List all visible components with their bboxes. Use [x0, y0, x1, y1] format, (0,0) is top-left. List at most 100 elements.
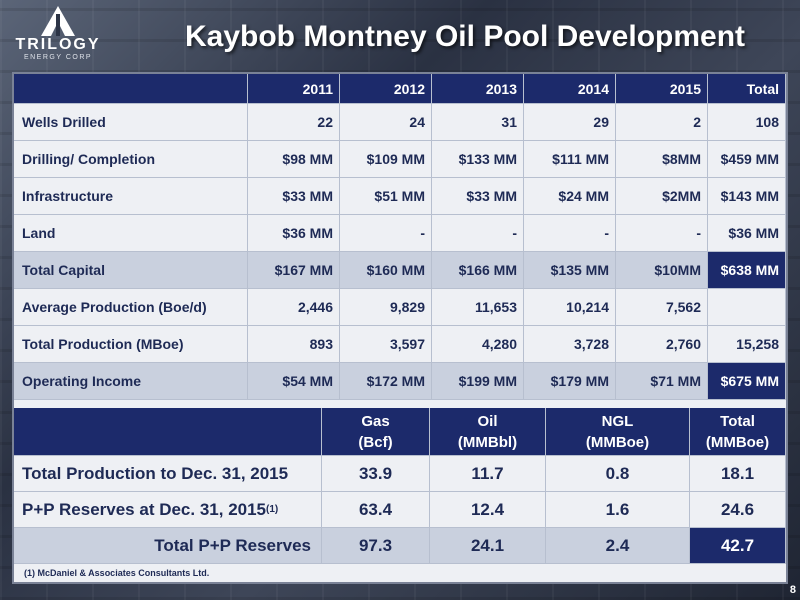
row-label: Total Capital — [14, 252, 248, 289]
table-cell: $71 MM — [616, 363, 708, 400]
table-cell: 15,258 — [708, 326, 786, 363]
row-label: Total Production to Dec. 31, 2015 — [14, 456, 322, 492]
table-cell: 33.9 — [322, 456, 430, 492]
logo-subtitle: ENERGY CORP — [23, 54, 93, 61]
logo-name: TRILOGY — [15, 36, 101, 53]
table-cell: 2,760 — [616, 326, 708, 363]
page-title: Kaybob Montney Oil Pool Development — [184, 20, 746, 53]
header-line: NGL — [601, 412, 634, 430]
header-line: Gas — [361, 412, 390, 430]
table-cell: 11,653 — [432, 289, 524, 326]
table-header-cell — [14, 74, 248, 104]
header-unit: (MMBoe) — [705, 433, 770, 451]
table-header-cell: NGL (MMBoe) — [546, 408, 690, 456]
table-cell: $459 MM — [708, 141, 786, 178]
table-cell: - — [524, 215, 616, 252]
table-cell: 10,214 — [524, 289, 616, 326]
table-cell: 1.6 — [546, 492, 690, 528]
table-cell: 24.1 — [430, 528, 546, 564]
row-label-text: Total Production to Dec. 31, 2015 — [22, 463, 289, 483]
table-cell: 11.7 — [430, 456, 546, 492]
row-label: Wells Drilled — [14, 104, 248, 141]
table-header-cell: Gas (Bcf) — [322, 408, 430, 456]
table-cell: 22 — [248, 104, 340, 141]
table-header-cell: 2013 — [432, 74, 524, 104]
table-cell: $143 MM — [708, 178, 786, 215]
table-cell: $8MM — [616, 141, 708, 178]
table-cell: $111 MM — [524, 141, 616, 178]
table-cell: $10MM — [616, 252, 708, 289]
table-header-cell: Total — [708, 74, 786, 104]
page-number: 8 — [789, 584, 796, 596]
table-cell: - — [432, 215, 524, 252]
table-cell: $54 MM — [248, 363, 340, 400]
company-logo: TRILOGY ENERGY CORP — [8, 4, 108, 66]
table-cell: $24 MM — [524, 178, 616, 215]
row-label: Operating Income — [14, 363, 248, 400]
table-cell: $33 MM — [432, 178, 524, 215]
table-cell: 3,728 — [524, 326, 616, 363]
table-cell: 18.1 — [690, 456, 786, 492]
row-label-text: P+P Reserves at Dec. 31, 2015 — [22, 499, 267, 519]
table-header-cell: 2014 — [524, 74, 616, 104]
row-label: Infrastructure — [14, 178, 248, 215]
table-cell: 29 — [524, 104, 616, 141]
table-header-blank — [14, 408, 322, 456]
table-cell — [708, 289, 786, 326]
table-cell: $98 MM — [248, 141, 340, 178]
table-cell: - — [616, 215, 708, 252]
table-cell: 2 — [616, 104, 708, 141]
table-cell: $33 MM — [248, 178, 340, 215]
table-header-cell: 2012 — [340, 74, 432, 104]
table-cell: 2.4 — [546, 528, 690, 564]
table-cell: $36 MM — [708, 215, 786, 252]
content-panel: 2011 2012 2013 2014 2015 Total Wells Drilled 22… — [12, 72, 788, 584]
table-cell: $172 MM — [340, 363, 432, 400]
table-cell: $638 MM — [708, 252, 786, 289]
table-cell: 42.7 — [690, 528, 786, 564]
table-cell: $2MM — [616, 178, 708, 215]
table-cell: - — [340, 215, 432, 252]
row-label: Land — [14, 215, 248, 252]
table-cell: 24.6 — [690, 492, 786, 528]
table-cell: 0.8 — [546, 456, 690, 492]
table-cell: 108 — [708, 104, 786, 141]
table-cell: $133 MM — [432, 141, 524, 178]
trilogy-derrick-icon — [41, 6, 75, 36]
row-label: Total Production (MBoe) — [14, 326, 248, 363]
table-cell: 12.4 — [430, 492, 546, 528]
table-cell: $135 MM — [524, 252, 616, 289]
row-label: Drilling/ Completion — [14, 141, 248, 178]
table-cell: $675 MM — [708, 363, 786, 400]
table-cell: 9,829 — [340, 289, 432, 326]
table-cell: 31 — [432, 104, 524, 141]
table-cell: $199 MM — [432, 363, 524, 400]
header-line: Oil — [477, 412, 498, 430]
table-cell: 2,446 — [248, 289, 340, 326]
table-cell: $36 MM — [248, 215, 340, 252]
table-cell: $167 MM — [248, 252, 340, 289]
header-unit: (Bcf) — [358, 433, 393, 451]
table-header-cell: Total (MMBoe) — [690, 408, 786, 456]
footnote: (1) McDaniel & Associates Consultants Lt… — [24, 568, 210, 578]
table-cell: 4,280 — [432, 326, 524, 363]
table-header-cell: 2011 — [248, 74, 340, 104]
row-label-text: Total P+P Reserves — [154, 535, 311, 555]
table-header-cell: 2015 — [616, 74, 708, 104]
header-unit: (MMBbl) — [457, 433, 518, 451]
table-header-cell: Oil (MMBbl) — [430, 408, 546, 456]
row-label: P+P Reserves at Dec. 31, 2015 (1) — [14, 492, 322, 528]
header-unit: (MMBoe) — [585, 433, 650, 451]
table-cell: $51 MM — [340, 178, 432, 215]
table-cell: 7,562 — [616, 289, 708, 326]
table-cell: 893 — [248, 326, 340, 363]
table-cell: 63.4 — [322, 492, 430, 528]
row-label: Total P+P Reserves — [14, 528, 322, 564]
table-cell: 97.3 — [322, 528, 430, 564]
footnote-ref: (1) — [266, 504, 279, 515]
header-line: Total — [720, 412, 755, 430]
table-cell: 3,597 — [340, 326, 432, 363]
table-cell: $166 MM — [432, 252, 524, 289]
table-cell: $109 MM — [340, 141, 432, 178]
table-cell: $160 MM — [340, 252, 432, 289]
